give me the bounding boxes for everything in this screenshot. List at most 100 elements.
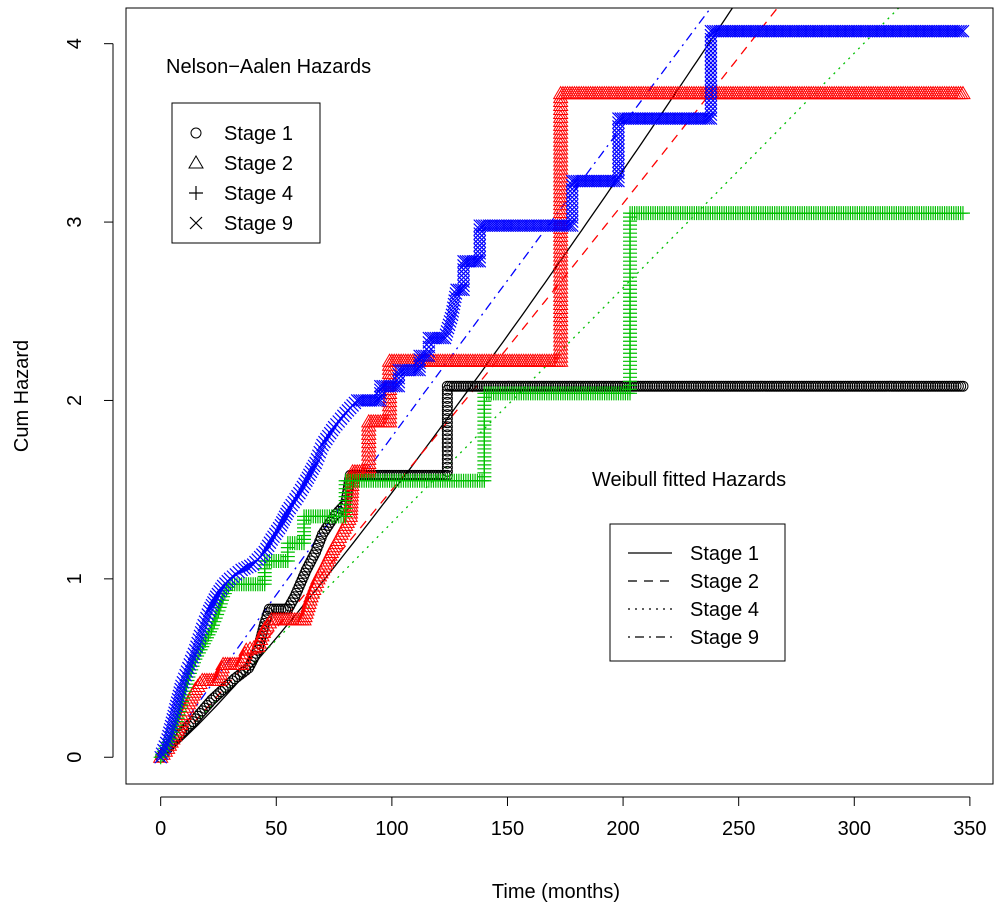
data-point [894,24,908,38]
data-point [646,380,658,392]
x-tick-label: 50 [265,818,287,840]
data-point [552,264,569,278]
data-point [771,380,783,392]
data-point [397,363,410,377]
data-point [912,24,926,38]
data-point [410,363,424,377]
data-point [360,451,377,465]
data-point [770,24,784,38]
data-point [552,296,569,310]
data-point [292,486,306,500]
data-point [662,380,674,392]
data-point [350,394,364,407]
x-tick-label: 0 [155,818,166,840]
data-point [711,380,723,392]
data-point [916,380,928,392]
data-point [879,380,891,392]
data-point [305,581,322,596]
data-point [706,380,718,392]
data-point [630,112,644,126]
data-point [360,459,377,474]
data-point [343,480,360,495]
data-point [667,112,681,126]
data-point [738,380,750,392]
data-point [764,24,777,38]
data-point [444,380,456,392]
data-point [297,608,313,623]
data-point [320,522,332,534]
data-point [718,24,732,38]
data-point [658,380,670,392]
data-point [782,380,794,392]
data-point [791,24,805,38]
data-point [380,379,394,393]
data-point [552,121,569,135]
data-point [191,636,205,650]
data-point [249,638,266,653]
data-point [318,525,330,537]
data-point [812,24,826,38]
data-point [805,24,819,38]
data-point [743,24,757,38]
data-point [810,380,822,392]
y-tick-label: 2 [64,395,86,406]
data-point [725,24,738,38]
data-point [782,24,796,38]
data-point [552,268,569,282]
data-point [255,624,272,638]
data-point [919,24,933,38]
data-point [935,24,949,38]
nelson-aalen-title: Nelson−Aalen Hazards [166,56,371,78]
data-point [600,380,612,392]
data-point [649,380,661,392]
data-point [842,380,854,392]
data-point [704,24,718,38]
legend-label: Stage 2 [690,571,759,593]
data-point [660,380,672,392]
data-point [318,435,331,449]
data-point [809,24,823,38]
data-point [469,380,481,392]
data-point [837,380,849,392]
data-point [655,380,667,392]
data-point [459,254,473,268]
data-point [920,380,932,392]
lines-legend: Stage 1 Stage 2 Stage 4 Stage 9 [609,523,786,662]
data-point [392,363,406,377]
data-point [552,149,569,163]
data-point [667,380,679,392]
data-point [911,380,923,392]
data-point [858,380,870,392]
data-point [268,603,280,615]
data-point [938,24,952,38]
data-point [660,112,674,126]
data-point [570,174,584,188]
data-point [441,421,453,433]
data-point [864,24,878,38]
data-point [901,24,915,38]
data-point [800,24,814,38]
data-point [311,449,325,463]
data-point [487,219,501,233]
data-point [931,24,945,38]
data-point [173,701,188,716]
data-point [343,494,359,509]
data-point [524,219,538,233]
data-point [736,380,748,392]
data-point [577,380,589,392]
data-point [157,743,170,757]
data-point [301,595,317,609]
y-axis-label: Cum Hazard [11,340,33,452]
data-point [929,380,941,392]
data-point [441,405,453,417]
data-point [821,24,835,38]
data-point [491,219,505,233]
data-point [642,112,655,126]
data-point [791,380,803,392]
data-point [552,260,569,274]
data-point [644,112,658,126]
data-point [761,380,773,392]
data-point [644,380,656,392]
data-point [686,112,699,126]
